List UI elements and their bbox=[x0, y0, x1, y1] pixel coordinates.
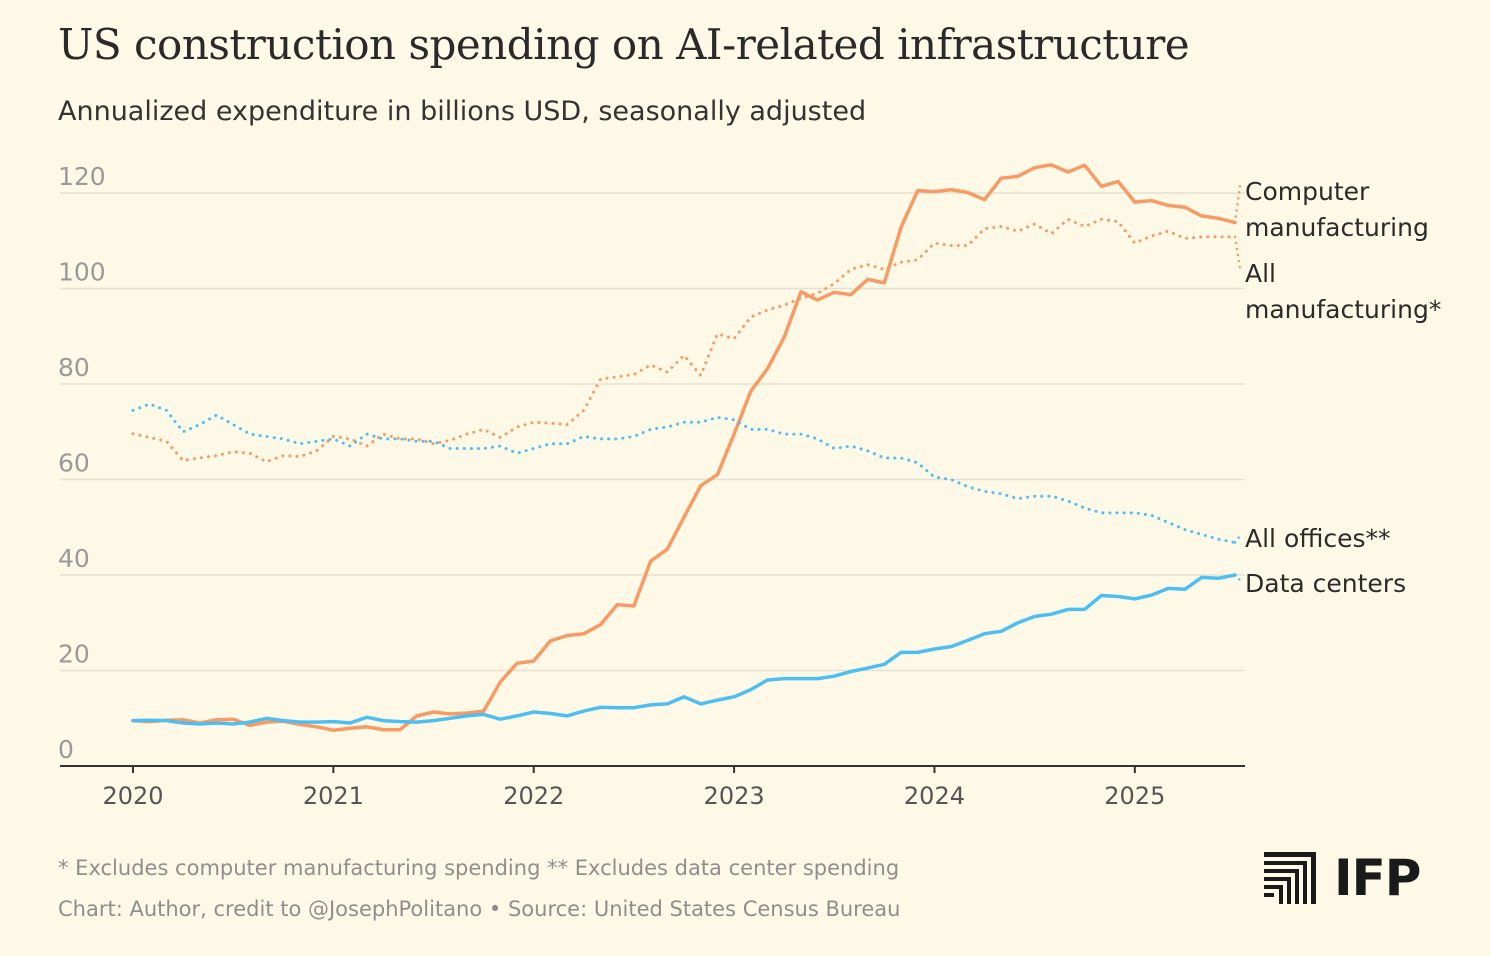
y-tick-label: 120 bbox=[58, 162, 106, 191]
label-connector bbox=[1233, 534, 1242, 544]
x-axis: 2020 2021 2022 2023 2024 2025 bbox=[60, 765, 1245, 810]
label-connector bbox=[1233, 235, 1242, 270]
y-tick-labels: 0 20 40 60 80 100 120 bbox=[58, 162, 106, 764]
x-tick-label: 2022 bbox=[503, 782, 564, 810]
series-label-line: manufacturing bbox=[1245, 213, 1429, 242]
source-credit: Chart: Author, credit to @JosephPolitano… bbox=[58, 897, 901, 921]
logo-text: IFP bbox=[1334, 849, 1421, 907]
series-label-line: Computer bbox=[1245, 177, 1370, 206]
y-tick-label: 40 bbox=[58, 544, 90, 573]
series-label-line: manufacturing* bbox=[1245, 295, 1441, 324]
ifp-logo-icon bbox=[1264, 852, 1316, 904]
x-tick-label: 2020 bbox=[102, 782, 163, 810]
chart-title: US construction spending on AI-related i… bbox=[58, 20, 1190, 69]
series-line-all-offices bbox=[131, 402, 1237, 544]
series-line-computer-manufacturing bbox=[131, 163, 1237, 732]
label-connector bbox=[1233, 184, 1242, 224]
label-connector bbox=[1233, 573, 1242, 582]
footnote: * Excludes computer manufacturing spendi… bbox=[58, 856, 900, 880]
series-label: Computer manufacturing bbox=[1245, 177, 1429, 242]
y-tick-label: 60 bbox=[58, 449, 90, 478]
x-tick-label: 2024 bbox=[904, 782, 965, 810]
grid-lines bbox=[60, 192, 1245, 672]
series-lines bbox=[131, 163, 1242, 732]
y-tick-label: 20 bbox=[58, 640, 90, 669]
line-chart: 0 20 40 60 80 100 120 2020 2021 2022 2023 2024 2025… bbox=[58, 162, 1441, 810]
y-tick-label: 80 bbox=[58, 353, 90, 382]
series-label-line: All offices** bbox=[1245, 524, 1391, 553]
series-label: All offices** bbox=[1245, 524, 1391, 553]
series-line-all-manufacturing bbox=[131, 217, 1237, 464]
x-tick-label: 2021 bbox=[303, 782, 364, 810]
series-label-line: Data centers bbox=[1245, 569, 1406, 598]
x-tick-label: 2025 bbox=[1104, 782, 1165, 810]
ifp-logo: IFP bbox=[1264, 849, 1421, 907]
x-tick-label: 2023 bbox=[704, 782, 765, 810]
series-label: Data centers bbox=[1245, 569, 1406, 598]
y-tick-label: 0 bbox=[58, 735, 74, 764]
chart-subtitle: Annualized expenditure in billions USD, … bbox=[58, 96, 867, 127]
series-line-data-centers bbox=[131, 573, 1237, 726]
series-label-line: All bbox=[1245, 259, 1276, 288]
y-tick-label: 100 bbox=[58, 258, 106, 287]
series-label: All manufacturing* bbox=[1245, 259, 1441, 324]
